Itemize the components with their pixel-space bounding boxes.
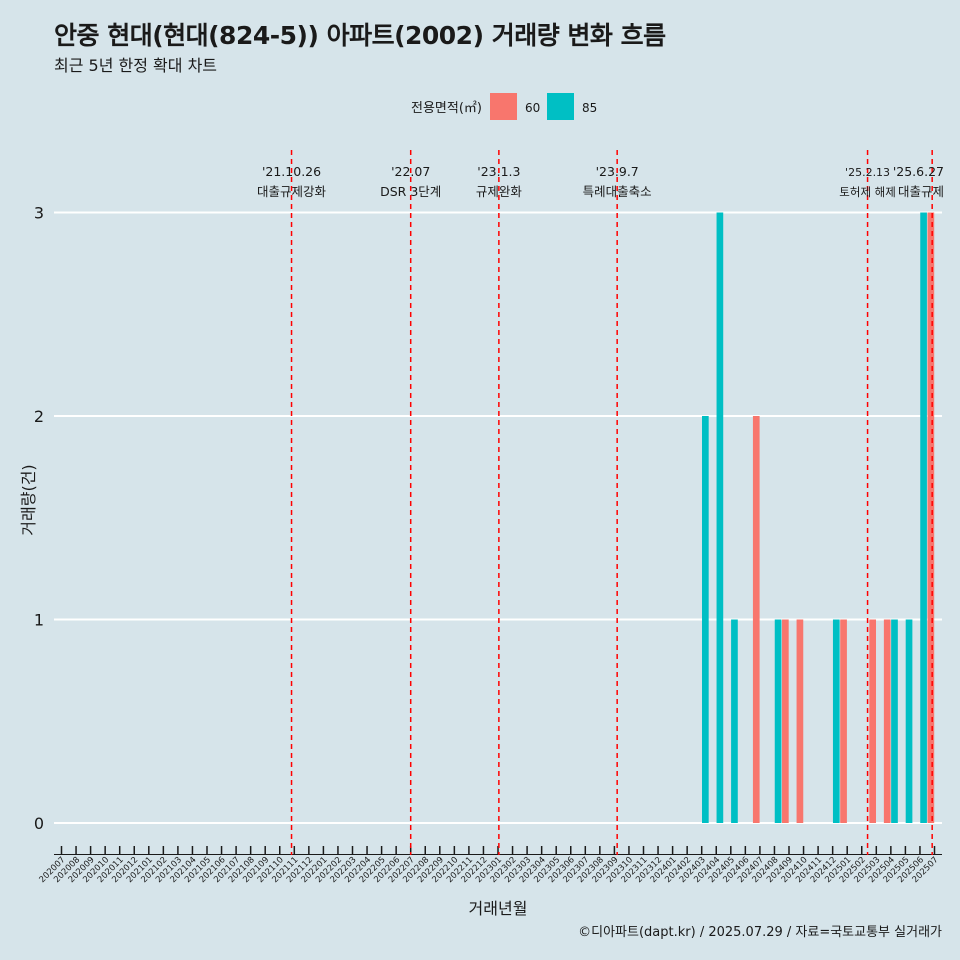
event-date: '22.07 [391, 164, 430, 179]
bar-60 [869, 619, 876, 823]
event-date: '25.6.27 [893, 164, 944, 179]
event-label: 대출규제강화 [257, 184, 327, 199]
legend-swatch-85 [547, 93, 574, 120]
chart-subtitle: 최근 5년 한정 확대 차트 [54, 56, 218, 75]
event-label: 토허제 해제 [839, 185, 896, 199]
bar-85 [702, 416, 709, 823]
event-date: '23.9.7 [596, 164, 639, 179]
event-date: '23.1.3 [477, 164, 520, 179]
legend-swatch-60 [490, 93, 517, 120]
bar-85 [905, 619, 913, 823]
bar-60 [927, 212, 935, 823]
y-tick-label: 0 [34, 814, 44, 833]
source-caption: ©디아파트(dapt.kr) / 2025.07.29 / 자료=국토교통부 실… [578, 925, 942, 940]
y-tick-label: 3 [34, 204, 44, 223]
bar-60 [883, 619, 891, 823]
bar-85 [891, 619, 898, 823]
bar-85 [832, 619, 840, 823]
bar-60 [840, 619, 847, 823]
bar-60 [752, 416, 760, 823]
legend-label: 85 [582, 101, 597, 115]
event-label: 규제완화 [476, 184, 523, 199]
event-date: '21.10.26 [262, 164, 321, 179]
bar-85 [920, 212, 927, 823]
bar-85 [774, 619, 782, 823]
legend-title: 전용면적(㎡) [411, 101, 482, 116]
bar-60 [782, 619, 789, 823]
event-label: 특례대출축소 [583, 184, 652, 199]
y-axis-title: 거래량(건) [19, 464, 38, 535]
bar-85 [716, 212, 724, 823]
y-tick-label: 1 [34, 611, 44, 630]
event-label: DSR 3단계 [380, 184, 441, 199]
y-tick-label: 2 [34, 407, 44, 426]
bar-85 [731, 619, 738, 823]
bar-60 [796, 619, 804, 823]
event-label: 대출규제 [898, 184, 944, 199]
x-axis-title: 거래년월 [469, 899, 528, 918]
legend-label: 60 [525, 101, 540, 115]
event-date: '25.2.13 [845, 166, 890, 179]
chart-title: 안중 현대(현대(824-5)) 아파트(2002) 거래량 변화 흐름 [54, 21, 666, 50]
